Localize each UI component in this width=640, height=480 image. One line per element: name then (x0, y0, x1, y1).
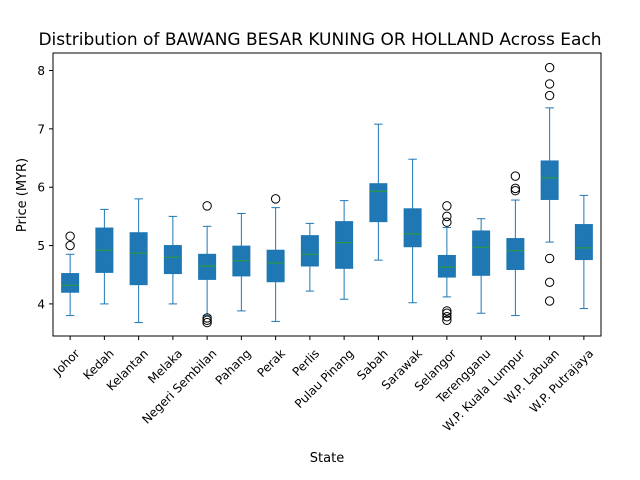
y-tick-label: 7 (37, 122, 45, 136)
outlier-point (442, 312, 452, 322)
box-8 (300, 222, 319, 292)
box-1 (61, 231, 80, 317)
box-6 (232, 212, 251, 312)
box-5 (198, 201, 217, 328)
box-11 (403, 158, 422, 304)
box-9 (335, 200, 354, 300)
box-13 (472, 218, 491, 314)
iqr-box (129, 232, 148, 286)
outlier-point (544, 62, 555, 73)
outlier-point (544, 296, 555, 306)
outlier-point (65, 231, 75, 241)
outlier-point (202, 317, 212, 328)
iqr-box (403, 208, 422, 248)
iqr-box (540, 160, 559, 200)
box-7 (266, 194, 285, 322)
box-14 (506, 171, 525, 317)
outlier-point (442, 315, 452, 325)
box-16 (574, 194, 593, 310)
iqr-box (163, 245, 182, 275)
y-tick-label: 4 (37, 297, 45, 311)
outlier-point (544, 253, 555, 264)
y-tick-label: 5 (37, 239, 45, 253)
outlier-point (544, 79, 555, 89)
boxes-group (61, 62, 593, 328)
y-axis-label: Price (MYR) (15, 158, 30, 232)
outlier-point (442, 308, 452, 318)
box-10 (369, 123, 388, 261)
outlier-point (442, 217, 452, 227)
iqr-box (335, 221, 354, 269)
box-3 (129, 198, 148, 324)
iqr-box (198, 253, 217, 280)
outlier-point (510, 183, 521, 194)
iqr-box (266, 249, 285, 283)
outlier-point (65, 240, 75, 251)
iqr-box (506, 238, 525, 270)
box-15 (540, 62, 559, 306)
outlier-point (202, 313, 212, 323)
iqr-box (369, 183, 388, 223)
iqr-box (437, 254, 456, 278)
iqr-box (574, 224, 593, 261)
outlier-point (510, 186, 521, 196)
chart-title: Distribution of BAWANG BESAR KUNING OR H… (38, 30, 601, 50)
y-tick-label: 6 (37, 181, 45, 195)
box-4 (163, 215, 182, 305)
box-2 (95, 208, 114, 305)
iqr-box (61, 273, 80, 293)
y-tick-label: 8 (37, 64, 45, 78)
outlier-point (544, 277, 555, 288)
x-axis-label: State (310, 451, 344, 466)
outlier-point (270, 194, 281, 204)
outlier-point (442, 306, 452, 316)
iqr-box (300, 235, 319, 267)
outlier-point (442, 201, 452, 211)
outlier-point (202, 201, 212, 211)
box-12 (437, 201, 456, 325)
outlier-point (510, 171, 521, 181)
iqr-box (472, 230, 491, 276)
y-axis: 4 5 6 7 8 (37, 64, 53, 311)
outlier-point (544, 90, 555, 101)
outlier-point (202, 315, 212, 325)
outlier-point (442, 211, 452, 222)
plot-frame (52, 52, 602, 337)
